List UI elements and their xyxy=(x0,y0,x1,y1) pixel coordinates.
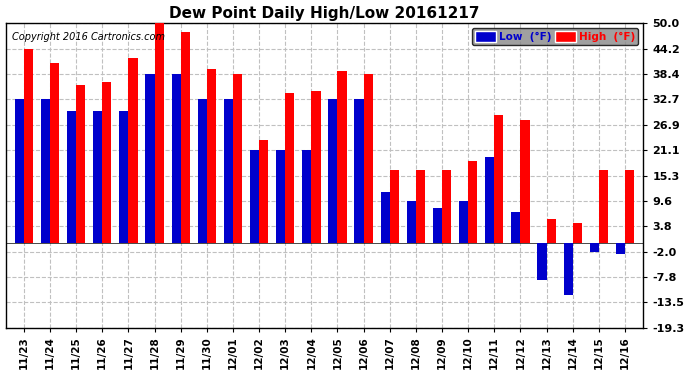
Bar xyxy=(233,74,242,243)
Bar xyxy=(119,111,128,243)
Bar xyxy=(302,150,311,243)
Bar xyxy=(197,99,207,243)
Bar xyxy=(50,63,59,243)
Bar xyxy=(276,150,285,243)
Bar xyxy=(442,170,451,243)
Bar xyxy=(250,150,259,243)
Bar xyxy=(511,212,520,243)
Bar xyxy=(128,58,137,243)
Title: Dew Point Daily High/Low 20161217: Dew Point Daily High/Low 20161217 xyxy=(169,6,480,21)
Bar xyxy=(76,85,86,243)
Bar xyxy=(599,170,608,243)
Bar xyxy=(625,170,634,243)
Bar xyxy=(485,157,494,243)
Bar xyxy=(67,111,76,243)
Bar xyxy=(406,201,416,243)
Bar xyxy=(285,93,295,243)
Legend: Low  (°F), High  (°F): Low (°F), High (°F) xyxy=(472,28,638,45)
Bar xyxy=(14,99,24,243)
Bar xyxy=(24,49,33,243)
Bar xyxy=(41,99,50,243)
Bar xyxy=(311,91,320,243)
Bar xyxy=(355,99,364,243)
Text: Copyright 2016 Cartronics.com: Copyright 2016 Cartronics.com xyxy=(12,32,165,42)
Bar xyxy=(433,208,442,243)
Bar xyxy=(538,243,546,280)
Bar xyxy=(172,74,181,243)
Bar xyxy=(416,170,425,243)
Bar xyxy=(259,140,268,243)
Bar xyxy=(459,201,469,243)
Bar xyxy=(590,243,599,252)
Bar xyxy=(207,69,216,243)
Bar xyxy=(494,116,504,243)
Bar xyxy=(102,82,111,243)
Bar xyxy=(155,23,164,243)
Bar xyxy=(337,70,346,243)
Bar xyxy=(390,170,399,243)
Bar xyxy=(381,192,390,243)
Bar xyxy=(328,99,337,243)
Bar xyxy=(616,243,625,254)
Bar xyxy=(573,223,582,243)
Bar xyxy=(564,243,573,296)
Bar xyxy=(520,120,530,243)
Bar xyxy=(93,111,102,243)
Bar xyxy=(469,162,477,243)
Bar xyxy=(181,32,190,243)
Bar xyxy=(146,74,155,243)
Bar xyxy=(364,74,373,243)
Bar xyxy=(546,219,555,243)
Bar xyxy=(224,99,233,243)
